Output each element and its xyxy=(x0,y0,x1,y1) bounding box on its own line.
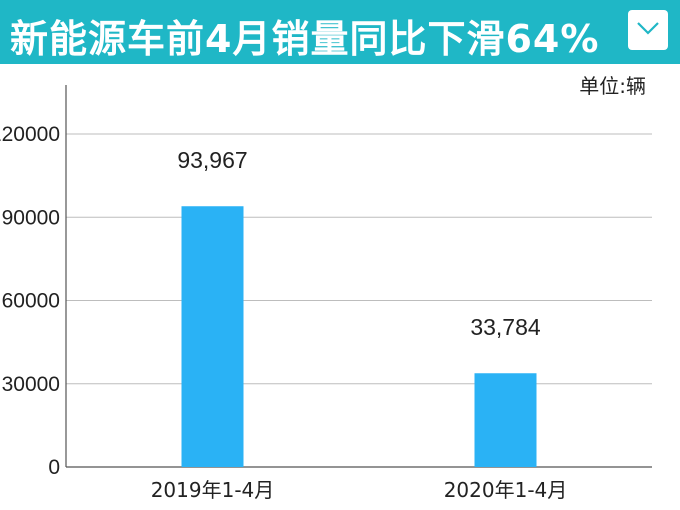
unit-label: 单位:辆 xyxy=(579,74,646,98)
y-tick-label: 60000 xyxy=(2,290,60,313)
expand-toggle-button[interactable] xyxy=(628,10,668,50)
y-tick-label: 30000 xyxy=(2,373,60,396)
title-banner: 新能源车前4月销量同比下滑64% xyxy=(0,0,680,64)
x-category-label: 2019年1-4月 xyxy=(151,478,275,502)
y-tick-label: 120000 xyxy=(0,123,60,146)
y-tick-label: 0 xyxy=(48,456,60,479)
bar xyxy=(474,373,537,467)
data-label: 33,784 xyxy=(470,314,541,340)
y-tick-label: 90000 xyxy=(2,206,60,229)
data-label: 93,967 xyxy=(177,147,247,173)
x-category-label: 2020年1-4月 xyxy=(444,478,568,502)
page-title: 新能源车前4月销量同比下滑64% xyxy=(10,17,600,61)
bar xyxy=(181,206,244,467)
chevron-down-icon xyxy=(637,22,659,35)
